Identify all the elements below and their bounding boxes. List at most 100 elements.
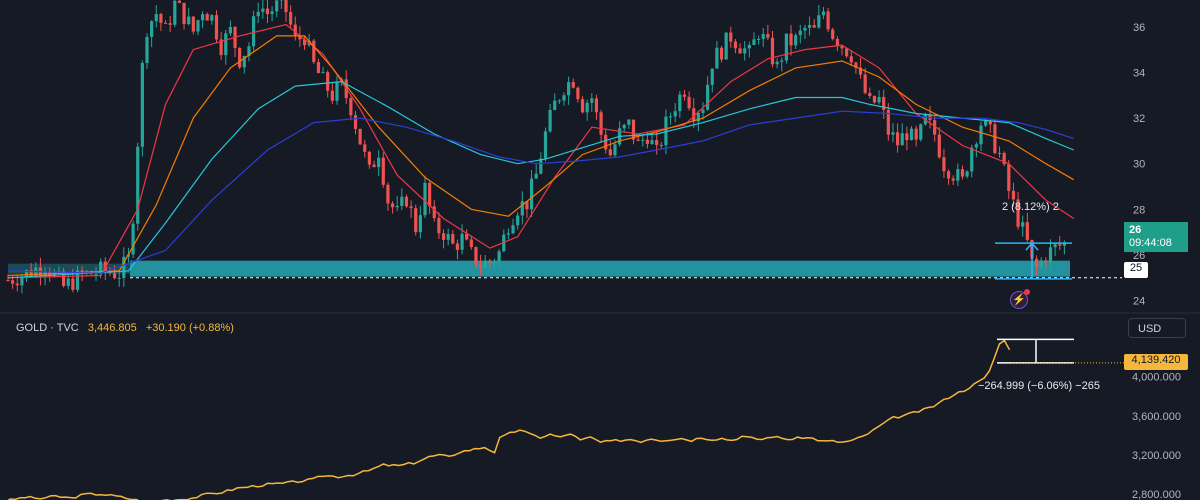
candle-body — [812, 25, 816, 28]
candle-body — [757, 38, 761, 40]
candle-body — [863, 74, 867, 93]
candle-body — [432, 206, 436, 219]
candle-body — [659, 145, 663, 147]
candle-body — [261, 8, 265, 12]
candle-body — [715, 47, 719, 69]
candle-body — [974, 144, 978, 148]
candle-body — [437, 218, 441, 234]
lower-tick-label: 3,600.000 — [1132, 411, 1181, 423]
candle-body — [840, 46, 844, 49]
candle-body — [367, 151, 371, 165]
candle-body — [15, 283, 19, 286]
candle-body — [557, 100, 561, 102]
alert-bolt-icon[interactable]: ⚡ — [1010, 289, 1030, 309]
candle-body — [455, 243, 460, 250]
candle-body — [965, 171, 969, 177]
candle-body — [900, 133, 904, 146]
candle-body — [650, 140, 654, 144]
candle-body — [441, 233, 446, 240]
candle-body — [117, 277, 121, 279]
lower-tick-label: 3,200.000 — [1132, 450, 1181, 462]
candle-body — [1007, 164, 1011, 191]
candle-body — [567, 82, 571, 96]
candle-body — [687, 96, 691, 109]
upper-tick-label: 24 — [1133, 296, 1145, 308]
candle-body — [775, 61, 779, 65]
lower-measure-label: −264.999 (−6.06%) −265 — [978, 380, 1101, 392]
candle-body — [460, 233, 464, 250]
candle-body — [390, 203, 395, 208]
candle-body — [1002, 152, 1006, 165]
candle-body — [265, 8, 270, 14]
candle-body — [451, 233, 455, 244]
candle-body — [66, 278, 70, 286]
candle-body — [821, 11, 826, 16]
moving-average-2 — [7, 35, 1074, 277]
candle-body — [520, 201, 524, 216]
candle-body — [706, 84, 710, 110]
candle-body — [321, 72, 325, 74]
candle-body — [673, 111, 677, 117]
current-price-value: 26 — [1129, 224, 1142, 236]
candle-body — [608, 149, 612, 156]
candle-body — [664, 116, 668, 146]
candle-body — [613, 144, 617, 156]
candle-body — [655, 140, 659, 146]
candle-body — [789, 33, 793, 46]
candle-body — [794, 35, 798, 46]
level-price-tag: 25 — [1124, 262, 1148, 278]
candle-body — [692, 108, 696, 122]
candle-body — [729, 32, 733, 42]
candle-body — [312, 40, 316, 62]
candle-body — [1011, 190, 1016, 200]
candle-body — [6, 280, 10, 282]
candle-body — [766, 34, 770, 38]
upper-tick-label: 34 — [1133, 67, 1145, 79]
lower-price-axis: 2,800.000 3,200.000 3,600.000 4,000.000 — [1132, 372, 1181, 500]
candle-body — [358, 128, 362, 145]
candle-body — [446, 233, 450, 240]
candle-body — [525, 201, 529, 210]
candle-body — [210, 15, 214, 21]
gold-legend[interactable]: GOLD · TVC 3,446.805 +30.190 (+0.88%) — [16, 322, 234, 334]
candle-body — [326, 72, 330, 91]
bar-countdown: 09:44:08 — [1129, 237, 1172, 249]
candle-body — [381, 157, 385, 185]
candle-body — [386, 184, 390, 204]
candle-body — [553, 100, 557, 110]
candle-body — [404, 196, 409, 207]
candle-body — [131, 223, 135, 255]
candle-body — [645, 139, 649, 144]
candle-body — [224, 33, 228, 56]
candle-body — [896, 132, 900, 146]
candle-body — [534, 173, 538, 179]
candle-body — [483, 260, 487, 268]
gold-price-line — [7, 339, 1011, 500]
candle-body — [1044, 260, 1048, 263]
candle-body — [1035, 258, 1039, 268]
candle-body — [599, 112, 603, 135]
candle-body — [891, 132, 895, 135]
candle-body — [849, 56, 853, 63]
currency-button[interactable]: USD — [1128, 318, 1186, 338]
candle-body — [752, 39, 756, 45]
upper-tick-label: 28 — [1133, 204, 1145, 216]
candle-body — [919, 124, 923, 140]
candle-body — [159, 14, 163, 23]
candle-body — [984, 120, 988, 126]
candle-body — [724, 32, 728, 60]
candle-body — [951, 178, 955, 181]
candle-body — [256, 11, 260, 17]
candle-body — [960, 169, 965, 177]
candle-body — [933, 120, 937, 135]
moving-average-4 — [7, 110, 1074, 274]
candle-body — [636, 139, 640, 141]
upper-tick-label: 36 — [1133, 22, 1145, 34]
candle-body — [24, 269, 29, 277]
candle-body — [529, 178, 534, 210]
candle-body — [479, 264, 483, 268]
candle-body — [719, 47, 724, 60]
candle-body — [298, 35, 302, 40]
candle-body — [576, 87, 580, 100]
candle-body — [99, 261, 103, 274]
